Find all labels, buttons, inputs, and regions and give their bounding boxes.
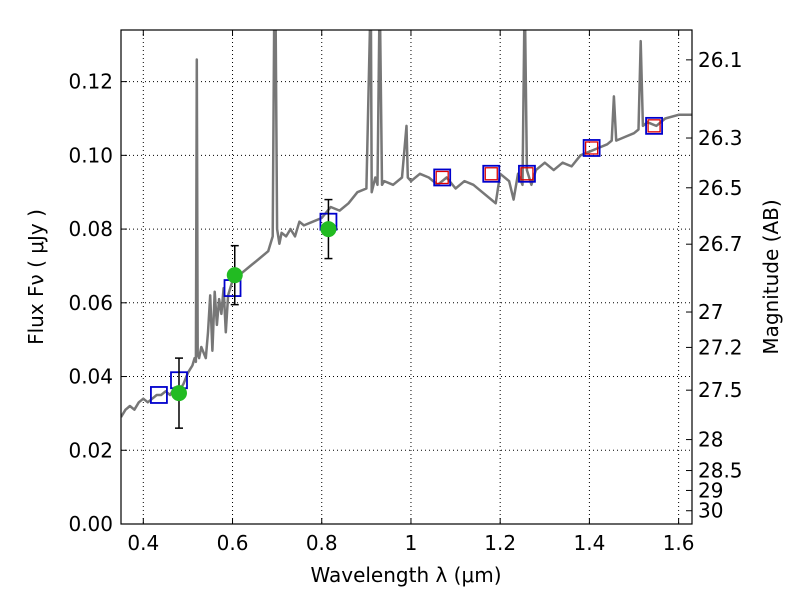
x-tick-label: 1.2 [484,531,516,555]
observed-hst-square [520,167,534,181]
mag-tick-label: 26.3 [698,126,743,150]
x-tick-label: 1.4 [573,531,605,555]
mag-tick-label: 26.1 [698,48,743,72]
model-photometry-square [482,164,501,183]
mag-tick-label: 28.5 [698,459,743,483]
y-tick-label: 0.08 [68,217,113,241]
y-tick-label: 0.06 [68,291,113,315]
y-tick-label: 0.12 [68,70,113,94]
mag-tick-label: 27.2 [698,335,743,359]
model-photometry-square [433,168,452,187]
y-tick-label: 0.04 [68,365,113,389]
mag-tick-label: 30 [698,499,723,523]
model-photometry-square [518,164,536,183]
mag-tick-label: 27.5 [698,378,743,402]
observed-hst-square [435,170,449,185]
x-tick-label: 1 [405,531,418,555]
y-axis-label: Flux Fν ( μJy ) [24,209,48,345]
mag-tick-label: 26.5 [698,176,743,200]
x-tick-label: 0.6 [217,531,249,555]
mag-tick-label: 27 [698,300,723,324]
plot-background [121,30,692,524]
observed-hst-square [647,119,661,133]
spectrum-line [121,30,692,418]
tick-layer: 0.4 0.6 0.8 1 1.2 1.4 1.6 0.00 0.02 0.04 0.06 0.08 0… [68,30,743,555]
observed-hst-square [584,141,599,155]
plot-frame [120,29,693,525]
x-tick-label: 0.4 [127,531,159,555]
mag-tick-label: 26.7 [698,232,743,256]
y-tick-label: 0.10 [68,143,113,167]
y-tick-label: 0.02 [68,438,113,462]
x-tick-label: 1.6 [663,531,695,555]
observed-point [320,221,337,238]
x-axis-label: Wavelength λ (μm) [310,563,501,587]
model-photometry-square [582,139,601,157]
observed-hst-square [484,167,498,181]
marker-layer [150,116,663,429]
model-photometry-square [645,116,663,135]
mag-tick-label: 29 [698,478,723,502]
plot-layer [121,30,692,418]
mag-tick-label: 28 [698,428,723,452]
x-tick-label: 0.8 [306,531,338,555]
observed-point [170,385,187,402]
observed-point [226,267,243,284]
y-tick-label: 0.00 [68,512,113,536]
y2-axis-label: Magnitude (AB) [759,199,783,354]
model-photometry-square [150,386,168,404]
